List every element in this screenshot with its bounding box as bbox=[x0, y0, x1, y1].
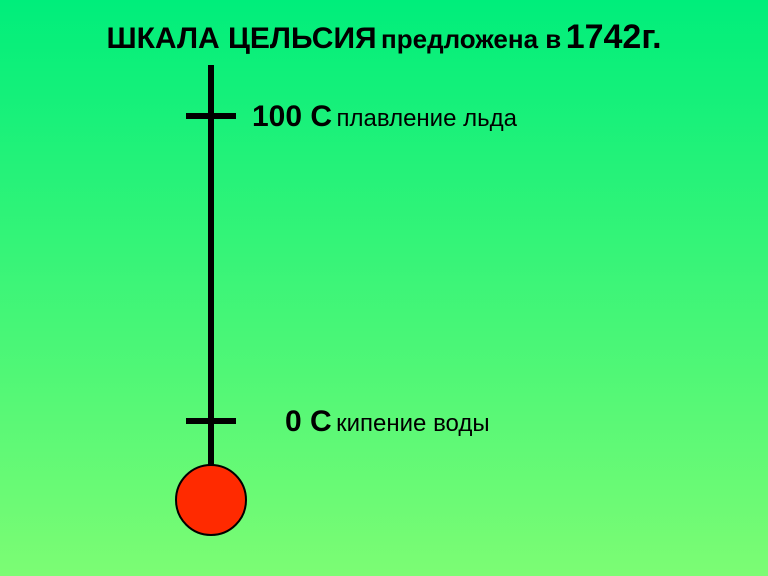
label-bottom-value: 0 С bbox=[285, 405, 332, 438]
label-bottom: 0 С кипение воды bbox=[285, 405, 490, 439]
label-top-desc: плавление льда bbox=[337, 105, 517, 132]
slide-title: ШКАЛА ЦЕЛЬСИЯ предложена в 1742г. bbox=[0, 18, 768, 57]
label-top: 100 С плавление льда bbox=[252, 100, 517, 134]
thermometer-tick-bottom bbox=[186, 418, 236, 424]
title-main: ШКАЛА ЦЕЛЬСИЯ bbox=[106, 22, 376, 55]
slide-background bbox=[0, 0, 768, 576]
thermometer-bulb bbox=[175, 464, 247, 536]
label-bottom-desc: кипение воды bbox=[336, 410, 489, 437]
title-year: 1742г. bbox=[566, 18, 662, 56]
title-sub: предложена в bbox=[381, 24, 561, 54]
thermometer-stem bbox=[208, 65, 214, 475]
thermometer-tick-top bbox=[186, 113, 236, 119]
label-top-value: 100 С bbox=[252, 100, 332, 133]
